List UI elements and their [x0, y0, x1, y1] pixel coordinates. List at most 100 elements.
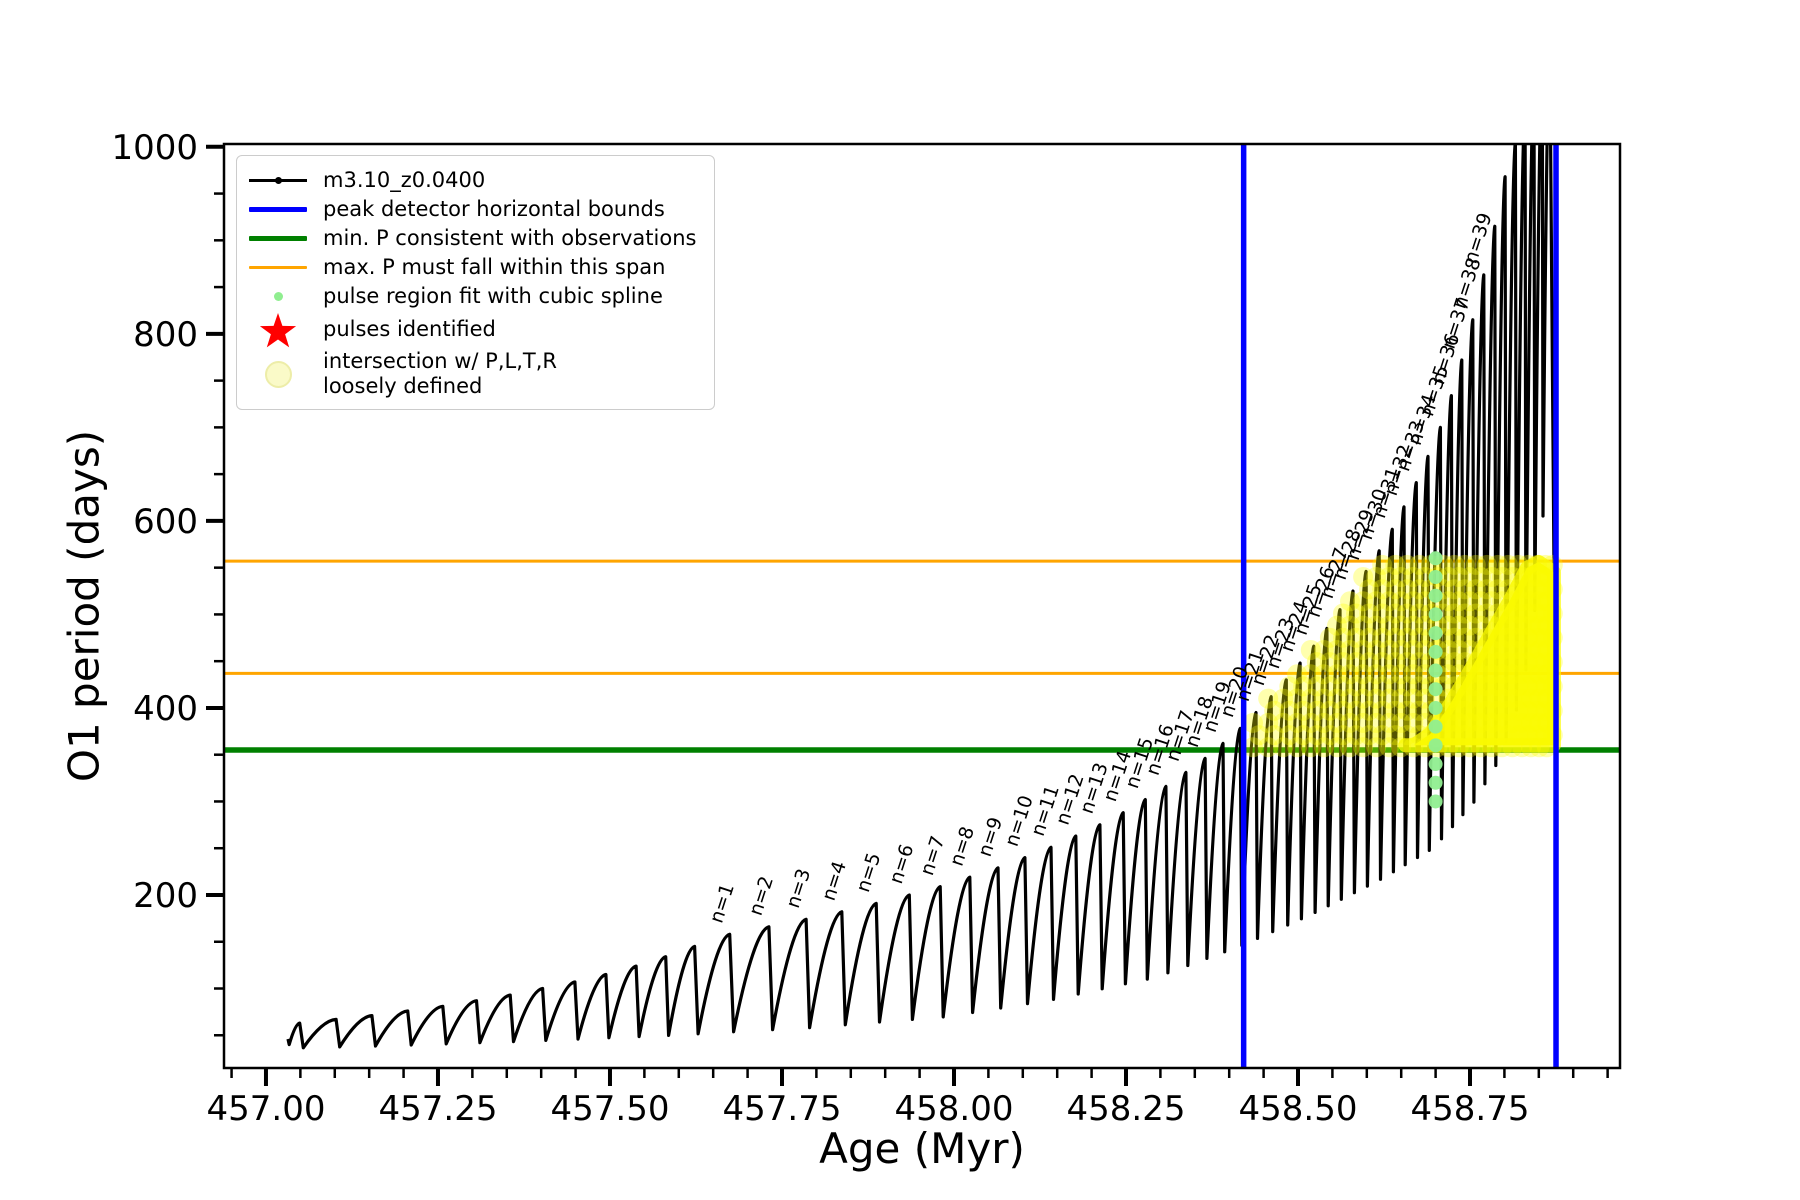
intersection-dot [1243, 737, 1263, 758]
intersection-dot [1403, 664, 1424, 685]
intersection-dot [1454, 627, 1475, 648]
pulse-label: n=7 [916, 833, 949, 878]
intersection-dot [1372, 725, 1393, 746]
pulse-label: n=2 [745, 873, 778, 918]
intersection-dot [1385, 700, 1406, 721]
x-tick-label: 458.75 [1411, 1089, 1530, 1129]
intersection-dot [1287, 737, 1308, 758]
intersection-dot [1258, 688, 1279, 709]
intersection-dot [1359, 603, 1380, 624]
line-marker-icon [249, 266, 307, 269]
spline-fit-dot [1428, 570, 1443, 585]
intersection-dot [1438, 615, 1459, 636]
legend-item-label: min. P consistent with observations [323, 225, 697, 250]
intersection-dot [1465, 603, 1486, 624]
legend-item: peak detector horizontal bounds [249, 195, 696, 224]
big-dot-marker-icon [249, 360, 307, 388]
intersection-dot [1319, 725, 1340, 746]
intersection-dot [1340, 615, 1360, 636]
intersection-dot [1333, 627, 1353, 648]
intersection-dot [1444, 627, 1465, 648]
intersection-dot [1279, 676, 1300, 697]
intersection-dot [1409, 554, 1430, 575]
intersection-dot [1397, 603, 1417, 624]
intersection-dot [1340, 664, 1360, 685]
legend-item: pulses identified [249, 311, 696, 349]
intersection-dot [1385, 603, 1406, 624]
intersection-dot [1306, 725, 1327, 746]
intersection-dot [1385, 652, 1406, 673]
spline-fit-dot [1428, 775, 1443, 790]
intersection-dot [1379, 688, 1400, 709]
intersection-dot [1279, 700, 1300, 721]
intersection-dot [1340, 737, 1360, 758]
intersection-dot [1498, 554, 1519, 575]
legend-item: pulse region fit with cubic spline [249, 282, 696, 311]
intersection-dot [1391, 615, 1411, 636]
intersection-dot [1353, 737, 1374, 758]
x-tick-label: 457.25 [378, 1089, 497, 1129]
legend-item-label: max. P must fall within this span [323, 254, 666, 279]
x-tick-label: 458.25 [1067, 1089, 1186, 1129]
intersection-dot [1487, 579, 1508, 600]
intersection-dot [1409, 700, 1430, 721]
intersection-dot [1391, 591, 1411, 612]
y-tick-label: 1000 [111, 128, 198, 168]
intersection-dot [1313, 640, 1334, 660]
intersection-dot [1465, 554, 1486, 575]
intersection-dot [1476, 554, 1497, 575]
spline-fit-dot [1428, 644, 1443, 659]
intersection-dot [1409, 676, 1430, 697]
spline-fit-dot [1428, 700, 1443, 715]
intersection-dot [1353, 664, 1374, 685]
intersection-dot [1353, 712, 1374, 733]
intersection-dot [1366, 640, 1387, 660]
intersection-dot [1306, 700, 1327, 721]
intersection-dot [1279, 725, 1300, 746]
pulse-label: n=1 [706, 881, 739, 926]
intersection-dot [1327, 640, 1347, 660]
intersection-dot [1273, 737, 1294, 758]
intersection-dot [1366, 712, 1387, 733]
intersection-dot [1391, 664, 1411, 685]
intersection-dot [1300, 688, 1321, 709]
intersection-dot [1273, 688, 1294, 709]
intersection-dot [1353, 615, 1374, 636]
intersection-dot [1391, 688, 1411, 709]
intersection-dot [1333, 700, 1353, 721]
intersection-dot [1319, 652, 1340, 673]
intersection-dot [1415, 567, 1435, 587]
intersection-dot [1366, 591, 1387, 612]
intersection-dot [1403, 640, 1424, 660]
intersection-dot [1249, 725, 1269, 746]
intersection-dot [1258, 712, 1279, 733]
legend-item-label: pulses identified [323, 317, 496, 342]
intersection-dot [1403, 688, 1424, 709]
intersection-dot [1346, 725, 1366, 746]
intersection-dot [1319, 627, 1340, 648]
intersection-dot [1372, 700, 1393, 721]
intersection-dot [1333, 676, 1353, 697]
intersection-dot [1470, 567, 1491, 587]
intersection-dot [1444, 652, 1465, 673]
intersection-dot [1293, 725, 1314, 746]
intersection-dot [1397, 676, 1417, 697]
intersection-dot [1372, 652, 1393, 673]
x-tick-label: 457.75 [723, 1089, 842, 1129]
intersection-dot [1481, 567, 1502, 587]
intersection-dot [1313, 664, 1334, 685]
intersection-dot [1448, 615, 1469, 636]
intersection-dot [1346, 627, 1366, 648]
intersection-dot [1481, 591, 1502, 612]
intersection-dot [1313, 688, 1334, 709]
intersection-dot [1391, 567, 1411, 587]
intersection-dot [1372, 554, 1393, 575]
intersection-dot [1379, 640, 1400, 660]
legend-item: max. P must fall within this span [249, 253, 696, 282]
intersection-dot [1415, 688, 1435, 709]
intersection-dot [1340, 688, 1360, 709]
intersection-dot [1372, 627, 1393, 648]
intersection-dot [1487, 554, 1508, 575]
y-tick-label: 200 [133, 876, 198, 916]
series-line-marker-icon [249, 177, 307, 184]
